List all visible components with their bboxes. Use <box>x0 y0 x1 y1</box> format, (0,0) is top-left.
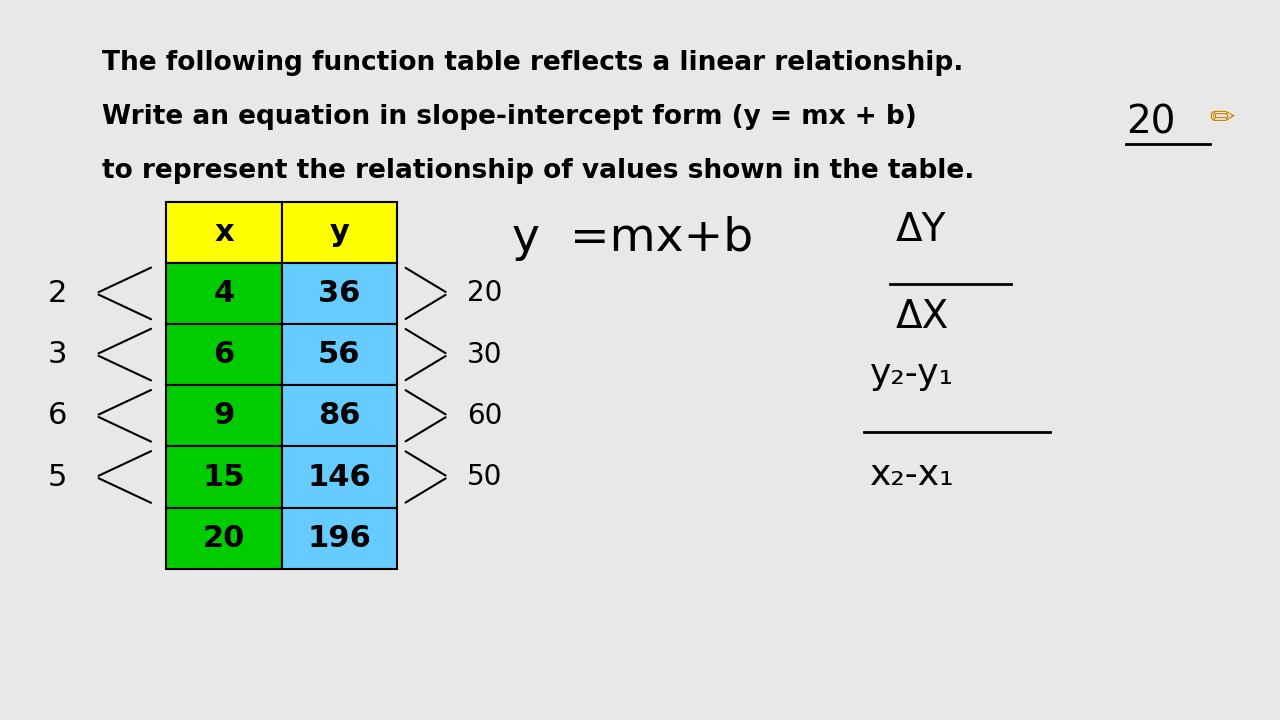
FancyBboxPatch shape <box>282 202 397 263</box>
Text: 50: 50 <box>467 463 503 491</box>
FancyBboxPatch shape <box>282 385 397 446</box>
FancyBboxPatch shape <box>166 324 282 385</box>
Text: to represent the relationship of values shown in the table.: to represent the relationship of values … <box>102 158 975 184</box>
Text: 36: 36 <box>317 279 361 308</box>
Text: Write an equation in slope-intercept form (y = mx + b): Write an equation in slope-intercept for… <box>102 104 918 130</box>
Text: x₂-x₁: x₂-x₁ <box>870 458 955 492</box>
Text: y: y <box>329 217 349 247</box>
Text: ✏: ✏ <box>1210 104 1235 133</box>
Text: 86: 86 <box>317 401 361 431</box>
Text: 196: 196 <box>307 523 371 553</box>
Text: 3: 3 <box>47 340 68 369</box>
Text: 56: 56 <box>317 340 361 369</box>
Text: 30: 30 <box>467 341 503 369</box>
Text: 146: 146 <box>307 462 371 492</box>
FancyBboxPatch shape <box>282 263 397 324</box>
Text: 20: 20 <box>467 279 503 307</box>
Text: ΔX: ΔX <box>896 298 950 336</box>
Text: x: x <box>214 217 234 247</box>
Text: 6: 6 <box>47 401 68 431</box>
Text: 2: 2 <box>47 279 68 308</box>
FancyBboxPatch shape <box>166 202 282 263</box>
Text: y₂-y₁: y₂-y₁ <box>870 357 955 392</box>
FancyBboxPatch shape <box>282 508 397 569</box>
FancyBboxPatch shape <box>166 385 282 446</box>
Text: 6: 6 <box>214 340 234 369</box>
FancyBboxPatch shape <box>166 508 282 569</box>
FancyBboxPatch shape <box>282 446 397 508</box>
Text: y  =mx+b: y =mx+b <box>512 216 753 261</box>
Text: 9: 9 <box>214 401 234 431</box>
Text: 15: 15 <box>202 462 246 492</box>
Text: 5: 5 <box>47 462 68 492</box>
Text: 20: 20 <box>202 523 246 553</box>
Text: 20: 20 <box>1126 104 1176 141</box>
Text: The following function table reflects a linear relationship.: The following function table reflects a … <box>102 50 964 76</box>
Text: 60: 60 <box>467 402 503 430</box>
FancyBboxPatch shape <box>166 446 282 508</box>
Text: ΔY: ΔY <box>896 212 946 249</box>
Text: 4: 4 <box>214 279 234 308</box>
FancyBboxPatch shape <box>282 324 397 385</box>
FancyBboxPatch shape <box>166 263 282 324</box>
